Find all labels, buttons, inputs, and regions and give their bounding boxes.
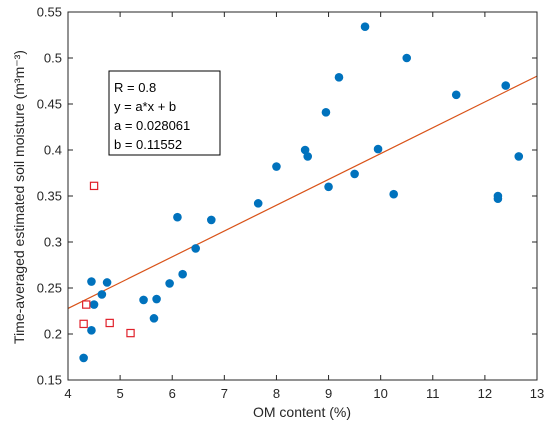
data-point-circle bbox=[272, 162, 281, 171]
data-point-circle bbox=[402, 53, 412, 63]
data-point-circle bbox=[514, 152, 524, 161]
data-point-circle bbox=[303, 152, 313, 161]
annotation-r: R = 0.8 bbox=[114, 80, 156, 95]
data-point-circle bbox=[300, 145, 310, 155]
fit-line-layer bbox=[67, 75, 538, 309]
data-point-circle bbox=[360, 22, 370, 32]
data-point-circle bbox=[321, 107, 331, 117]
data-point-circle bbox=[102, 278, 112, 287]
data-point-circle bbox=[149, 314, 159, 323]
data-point-circle bbox=[165, 279, 174, 288]
data-point-circle bbox=[79, 353, 88, 363]
annotation-equation: y = a*x + b bbox=[114, 99, 176, 114]
data-point-circle bbox=[87, 326, 96, 335]
data-point-circle bbox=[178, 269, 187, 279]
data-point-circle bbox=[207, 215, 216, 225]
data-point-circle bbox=[152, 294, 161, 304]
data-point-circle bbox=[389, 189, 398, 199]
data-point-circle bbox=[191, 244, 200, 253]
y-tick-label: 0.45 bbox=[37, 97, 62, 112]
data-point-circle bbox=[493, 194, 503, 204]
y-tick-label: 0.2 bbox=[44, 327, 62, 342]
y-tick-label: 0.4 bbox=[44, 143, 62, 158]
x-tick-label: 9 bbox=[325, 386, 332, 401]
y-tick-label: 0.35 bbox=[37, 189, 62, 204]
y-tick-label: 0.5 bbox=[44, 51, 62, 66]
data-point-square bbox=[89, 181, 99, 191]
x-tick-label: 11 bbox=[426, 386, 440, 401]
y-tick-label: 0.25 bbox=[37, 281, 62, 296]
fit-line bbox=[67, 75, 538, 309]
data-point-circle bbox=[324, 182, 333, 192]
data-point-circle bbox=[173, 212, 182, 222]
x-tick-label: 5 bbox=[116, 386, 123, 401]
data-point-circle bbox=[350, 169, 359, 179]
plot-area bbox=[68, 12, 537, 380]
data-point-circle bbox=[373, 144, 383, 154]
y-tick-label: 0.3 bbox=[44, 235, 62, 250]
data-point-circle bbox=[253, 199, 263, 208]
plot-background bbox=[68, 12, 537, 380]
x-tick-label: 6 bbox=[169, 386, 176, 401]
x-tick-label: 13 bbox=[530, 386, 544, 401]
x-tick-label: 7 bbox=[221, 386, 228, 401]
axes: 4 5 6 7 8 9 10 11 12 13 0.15 0.2 0.25 0.3 0.35 0.4 0.45 0… bbox=[37, 5, 545, 402]
annotation-box: R = 0.8 y = a*x + b a = 0.028061 b = 0.1… bbox=[108, 70, 221, 156]
x-tick-label: 10 bbox=[373, 386, 387, 401]
x-tick-label: 12 bbox=[478, 386, 492, 401]
y-tick-label: 0.55 bbox=[37, 5, 62, 20]
data-point-circle bbox=[89, 300, 99, 309]
x-axis-label: OM content (%) bbox=[253, 404, 351, 420]
y-axis-label: Time-averaged estimated soil moisture (m… bbox=[11, 50, 27, 344]
data-points-layer bbox=[79, 22, 524, 363]
data-point-square bbox=[105, 318, 114, 328]
data-point-circle bbox=[501, 81, 511, 90]
x-tick-label: 4 bbox=[64, 386, 71, 401]
data-point-circle bbox=[451, 90, 461, 100]
data-point-square bbox=[79, 319, 88, 329]
data-point-circle bbox=[139, 295, 148, 305]
data-point-circle bbox=[334, 73, 344, 82]
data-point-square bbox=[126, 328, 135, 338]
y-tick-label: 0.15 bbox=[37, 373, 62, 388]
annotation-a: a = 0.028061 bbox=[114, 118, 190, 133]
data-point-square bbox=[82, 300, 91, 309]
annotation-b: b = 0.11552 bbox=[114, 137, 182, 152]
data-point-circle bbox=[87, 277, 96, 286]
x-tick-label: 8 bbox=[273, 386, 280, 401]
data-point-circle bbox=[97, 290, 107, 299]
annotation-box-frame bbox=[108, 70, 221, 156]
